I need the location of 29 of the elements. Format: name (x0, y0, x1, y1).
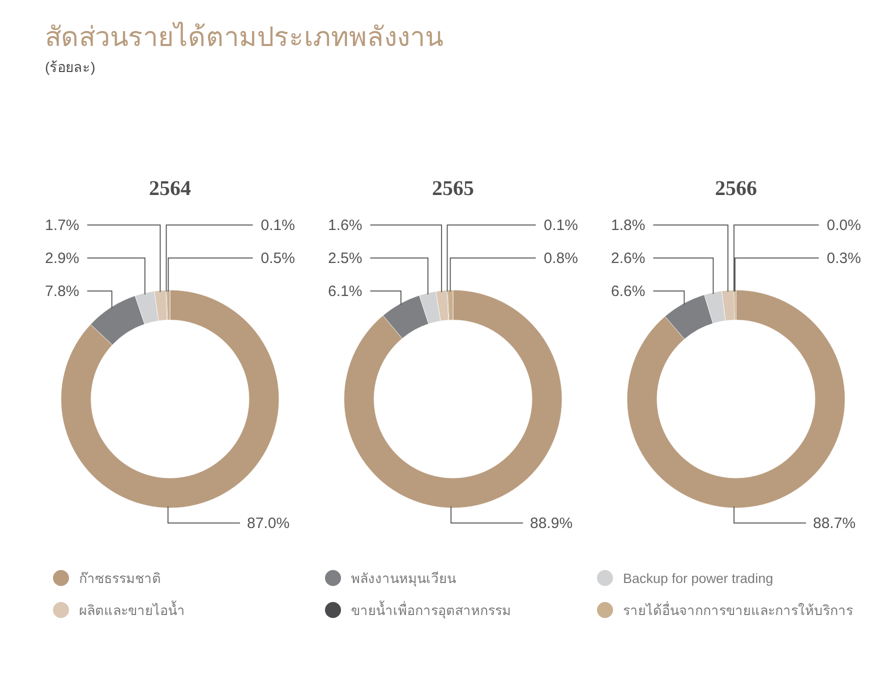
data-label: 88.9% (530, 515, 573, 532)
legend-label: พลังงานหมุนเวียน (351, 571, 456, 587)
data-label: 2.5% (328, 250, 362, 267)
data-label: 6.6% (611, 283, 646, 300)
data-label: 1.8% (611, 217, 646, 234)
chart-title: 2566 (715, 176, 757, 200)
data-label: 6.1% (328, 283, 362, 300)
data-label: 0.1% (260, 217, 295, 234)
data-label: 0.1% (544, 217, 578, 234)
data-label: 1.6% (328, 217, 362, 234)
data-label: 1.7% (45, 217, 80, 234)
legend-label: ขายน้ำเพื่อการอุตสาหกรรม (351, 600, 511, 619)
text: สัดส่วนรายได้ตามประเภทพลังงาน (45, 22, 443, 52)
legend-label: รายได้อื่นจากการขายและการให้บริการ (623, 601, 853, 618)
legend-label: ก๊าซธรรมชาติ (79, 571, 161, 586)
data-label: 0.8% (544, 250, 578, 267)
chart-title: 2565 (432, 176, 474, 200)
chart-title: 2564 (149, 176, 192, 200)
data-label: 88.7% (813, 515, 856, 532)
data-label: 2.9% (45, 250, 80, 267)
legend-label: ผลิตและขายไอน้ำ (79, 600, 185, 618)
text: 0.0% (826, 217, 861, 234)
data-label: 0.3% (826, 250, 861, 267)
data-label: 2.6% (611, 250, 646, 267)
text: (ร้อยละ) (45, 59, 96, 75)
legend-label: Backup for power trading (623, 571, 774, 586)
data-label: 7.8% (45, 283, 80, 300)
data-label: 87.0% (247, 515, 290, 532)
data-label: 0.5% (260, 250, 295, 267)
